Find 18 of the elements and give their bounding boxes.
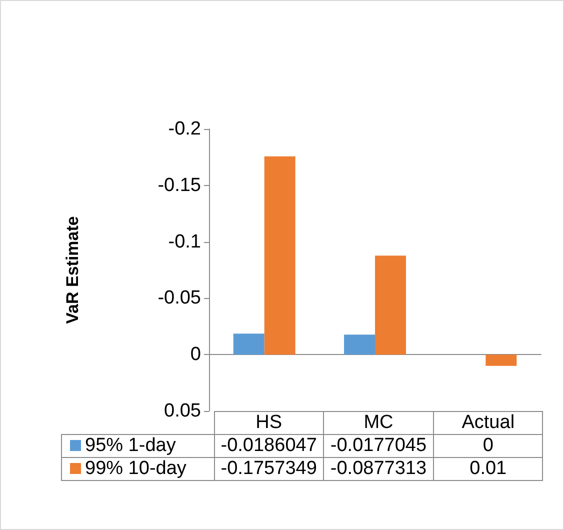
y-tick-label: -0.05 (158, 288, 201, 309)
x-tick-label: HS (214, 412, 324, 434)
data-label: 0 (433, 434, 543, 458)
legend-label: 99% 10-day (62, 458, 214, 480)
y-tick-label: -0.1 (168, 231, 201, 252)
x-tick-label: MC (324, 412, 434, 434)
legend-label: 95% 1-day (62, 434, 214, 458)
data-label: 0.01 (433, 458, 543, 480)
y-tick-label: 0 (190, 344, 201, 366)
data-label: -0.1757349 (214, 458, 324, 480)
y-axis-title: VaR Estimate (63, 216, 82, 324)
data-label: -0.0877313 (324, 458, 434, 480)
data-label: -0.0177045 (324, 434, 434, 458)
y-tick-label: -0.2 (168, 118, 201, 140)
y-tick-label: -0.15 (158, 174, 201, 196)
x-tick-label: Actual (433, 412, 543, 434)
data-label: -0.0186047 (214, 434, 324, 458)
y-tick-label: 0.05 (164, 400, 201, 422)
